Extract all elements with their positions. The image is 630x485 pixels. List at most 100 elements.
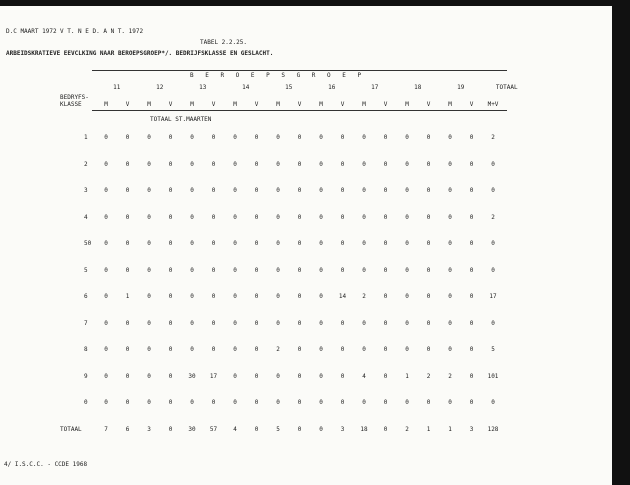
cell: 0: [469, 134, 474, 141]
cell: 0: [104, 160, 108, 168]
row-label: 7: [84, 319, 88, 327]
cell: 0: [104, 266, 108, 274]
cell: 0: [276, 213, 280, 221]
cell: 0: [297, 266, 302, 274]
cell: 0: [448, 346, 452, 353]
cell: 0: [125, 160, 130, 168]
cell: 0: [340, 319, 345, 327]
cell: 0: [297, 372, 302, 380]
cell: 0: [448, 213, 452, 221]
cell: 0: [168, 134, 173, 141]
cell: 0: [276, 372, 280, 380]
cell: 3: [340, 425, 345, 433]
cell: 7: [104, 425, 108, 433]
cell: 0: [405, 399, 409, 406]
row-label: 0: [84, 399, 88, 406]
sub-header: M: [319, 101, 323, 108]
group-header: B E R O E P S G R O E P: [190, 72, 366, 79]
cell: 0: [233, 346, 237, 353]
table-title: ARBEIDSKRATIEVE EEVCLKING NAAR BEROEPSGR…: [6, 50, 274, 57]
cell: 0: [405, 213, 409, 221]
cell: 0: [190, 346, 194, 353]
cell: 0: [448, 187, 452, 194]
cell: 30: [188, 372, 196, 380]
row-label: 3: [84, 187, 88, 194]
cell: 0: [297, 319, 302, 327]
cell: 0: [168, 346, 173, 353]
cell: 0: [491, 240, 495, 247]
cell: 0: [362, 134, 366, 141]
cell: 0: [448, 240, 452, 247]
cell: 0: [448, 293, 452, 300]
cell: 0: [297, 160, 302, 168]
sub-header: V: [211, 101, 216, 108]
cell: 0: [168, 213, 173, 221]
cell: 0: [190, 213, 194, 221]
row-label: 9: [84, 372, 88, 380]
cell: 0: [319, 372, 323, 380]
cell: 0: [383, 372, 388, 380]
cell: 0: [125, 134, 130, 141]
cell: 0: [319, 134, 323, 141]
cell: 0: [233, 372, 237, 380]
cell: 0: [319, 160, 323, 168]
cell: 0: [297, 346, 302, 353]
cell: 0: [147, 399, 151, 406]
cell: 0: [254, 240, 259, 247]
cell: 0: [254, 266, 259, 274]
cell: 0: [383, 187, 388, 194]
cell: 0: [104, 399, 108, 406]
cell: 0: [491, 319, 495, 327]
cell: 0: [104, 213, 108, 221]
cell: 0: [276, 160, 280, 168]
cell: 0: [125, 346, 130, 353]
cell: 0: [405, 187, 409, 194]
cell: 0: [469, 319, 474, 327]
cell: 0: [297, 134, 302, 141]
cell: 0: [469, 266, 474, 274]
cell: 0: [383, 266, 388, 274]
cell: 0: [426, 266, 431, 274]
cell: 0: [383, 293, 388, 300]
cell: 0: [319, 319, 323, 327]
cell: 0: [469, 346, 474, 353]
group-number: 16: [328, 84, 336, 91]
cell: 0: [340, 160, 345, 168]
cell: 5: [491, 346, 495, 353]
cell: 0: [190, 319, 194, 327]
cell: 2: [426, 372, 431, 380]
cell: 0: [469, 240, 474, 247]
cell: 0: [340, 213, 345, 221]
cell: 2: [276, 346, 280, 353]
cell: 0: [426, 134, 431, 141]
cell: 0: [125, 372, 130, 380]
cell: 0: [276, 293, 280, 300]
cell: 0: [340, 240, 345, 247]
cell: 0: [254, 213, 259, 221]
cell: 1: [448, 425, 452, 433]
cell: 0: [168, 160, 173, 168]
sub-header: M: [190, 101, 194, 108]
cell: 0: [233, 187, 237, 194]
cell: 2: [491, 213, 495, 221]
cell: 0: [211, 240, 216, 247]
cell: 0: [491, 399, 495, 406]
section-title: TOTAAL ST.MAARTEN: [150, 116, 212, 123]
cell: 6: [125, 425, 130, 433]
cell: 0: [211, 399, 216, 406]
cell: 0: [448, 399, 452, 406]
cell: 0: [147, 134, 151, 141]
cell: 2: [448, 372, 452, 380]
cell: 0: [405, 160, 409, 168]
cell: 0: [469, 372, 474, 380]
cell: 0: [319, 240, 323, 247]
cell: 0: [448, 160, 452, 168]
cell: 1: [405, 372, 409, 380]
row-label: 6: [84, 293, 88, 300]
cell: 0: [125, 213, 130, 221]
cell: 0: [254, 319, 259, 327]
cell: 0: [362, 213, 366, 221]
cell: 0: [211, 213, 216, 221]
group-number: 15: [285, 84, 293, 91]
cell: 0: [405, 319, 409, 327]
